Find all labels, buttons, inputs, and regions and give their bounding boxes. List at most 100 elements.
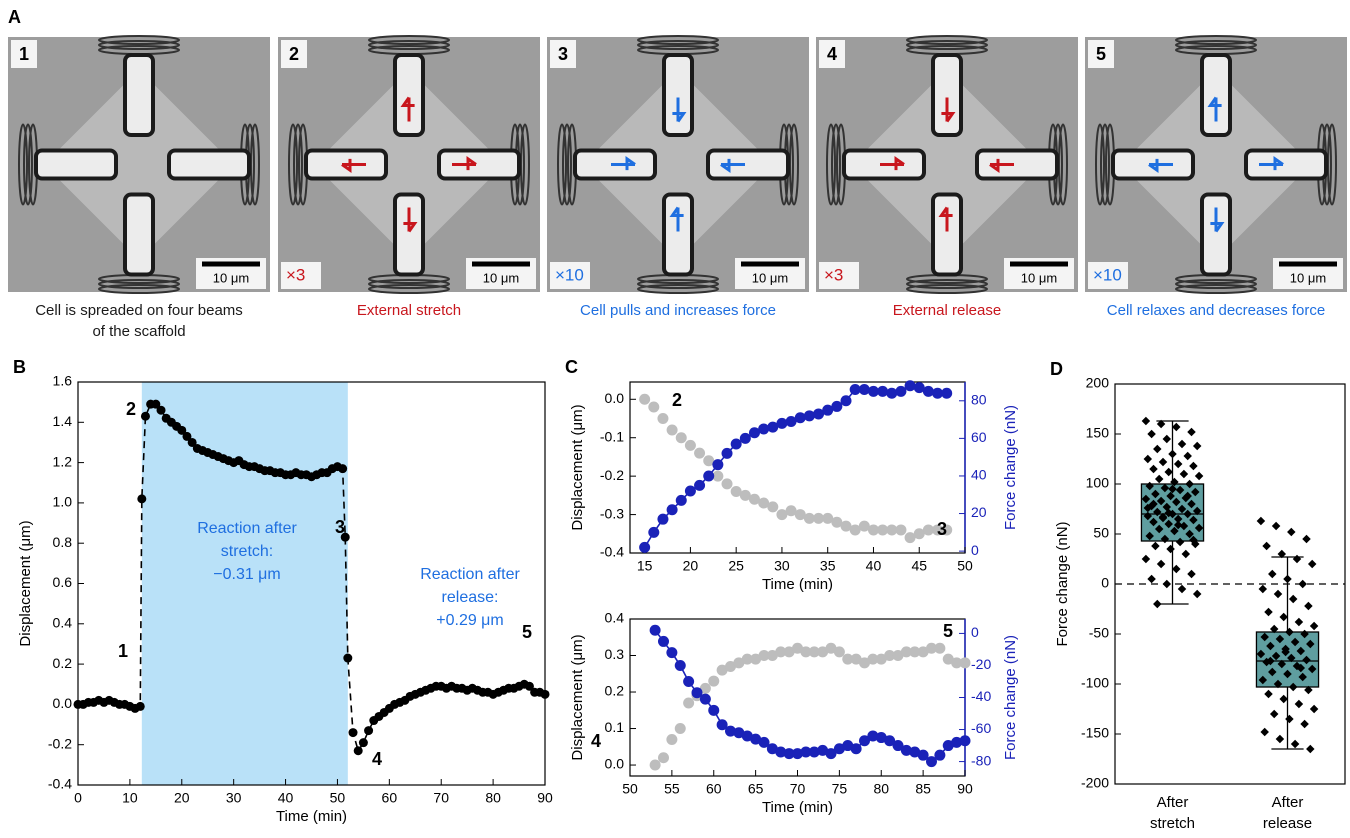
annotation: Reaction after <box>420 566 520 583</box>
beam-end <box>98 279 180 289</box>
data-point <box>1187 499 1196 509</box>
x-tick-label: 60 <box>382 790 398 806</box>
data-point <box>1266 641 1275 651</box>
data-point <box>358 738 368 748</box>
data-point <box>733 727 745 739</box>
beam <box>706 148 790 181</box>
data-point <box>1175 537 1185 547</box>
data-point <box>831 400 843 412</box>
data-point <box>934 642 946 654</box>
beam-end <box>557 123 567 206</box>
y-tick-label: -0.1 <box>600 428 624 444</box>
x-tick-label: 65 <box>748 781 764 797</box>
data-point <box>803 410 815 422</box>
scale-label: 10 μm <box>213 270 249 285</box>
scale-label: 10 μm <box>1021 270 1057 285</box>
y-tick-label: 1.2 <box>53 453 73 469</box>
annotation: +0.29 μm <box>436 612 503 629</box>
y2-tick-label: -40 <box>971 688 991 704</box>
data-point <box>1156 496 1166 506</box>
beam <box>1244 148 1328 181</box>
beam-end <box>637 40 719 50</box>
data-point <box>725 660 736 672</box>
highlight-band <box>141 382 348 785</box>
data-point <box>683 697 695 709</box>
data-point <box>867 730 879 742</box>
data-point <box>1145 481 1154 491</box>
x-tick-label: 85 <box>915 781 931 797</box>
data-point <box>1185 529 1194 539</box>
data-point <box>951 736 963 748</box>
point-label: 3 <box>335 517 345 537</box>
data-point <box>1179 521 1189 531</box>
y-tick-label: -150 <box>1081 725 1109 741</box>
data-point <box>1158 513 1168 523</box>
beam-end <box>368 284 450 294</box>
x-axis-label: Time (min) <box>762 799 833 816</box>
data-point <box>348 728 358 738</box>
beam <box>393 192 425 277</box>
data-point <box>1153 599 1162 609</box>
data-point <box>1192 506 1202 516</box>
data-point <box>1164 519 1173 529</box>
number-box <box>11 40 37 68</box>
data-point <box>833 646 845 658</box>
data-point <box>699 693 711 705</box>
data-point <box>703 470 715 482</box>
data-point <box>767 421 779 433</box>
data-point <box>750 733 762 745</box>
data-point <box>666 504 678 516</box>
data-point <box>867 385 879 397</box>
data-point <box>1147 429 1156 439</box>
data-point <box>895 385 907 397</box>
data-point <box>1277 549 1287 559</box>
data-point <box>1173 514 1183 524</box>
data-point <box>1183 509 1192 519</box>
panel-number: 5 <box>1096 44 1106 64</box>
beam <box>931 192 963 277</box>
data-point <box>694 447 706 459</box>
data-point <box>1296 646 1306 656</box>
data-point <box>1290 637 1300 647</box>
multiplier-box <box>819 262 859 289</box>
data-point <box>1189 535 1198 545</box>
data-point <box>135 701 145 711</box>
data-point <box>886 524 898 536</box>
data-point <box>1194 523 1204 533</box>
y2-tick-label: 40 <box>971 467 987 483</box>
data-point <box>1156 559 1166 569</box>
x-tick-label: 60 <box>706 781 722 797</box>
data-point <box>1154 474 1164 484</box>
arrow-head <box>1210 222 1225 233</box>
y-tick-label: 0.8 <box>53 534 73 550</box>
y2-axis-label: Force change (nN) <box>1002 405 1019 530</box>
data-point <box>917 646 929 658</box>
beam <box>662 192 694 277</box>
data-point <box>1173 459 1183 469</box>
multiplier: ×10 <box>1093 265 1122 284</box>
x-tick-label: 40 <box>866 558 882 574</box>
y-tick-label: 0.2 <box>605 683 625 699</box>
y2-tick-label: 20 <box>971 504 987 520</box>
data-point <box>725 725 736 737</box>
data-point <box>825 748 837 760</box>
panel-letter: A <box>8 7 21 27</box>
data-point <box>648 526 660 538</box>
data-point <box>877 385 889 397</box>
data-point <box>767 501 779 513</box>
data-point <box>1304 685 1313 695</box>
data-point <box>1172 497 1181 507</box>
y-axis-label: Displacement (μm) <box>569 634 586 760</box>
y-tick-label: 0.3 <box>605 646 625 662</box>
data-point <box>716 719 728 731</box>
series-line <box>643 384 947 548</box>
data-point <box>831 516 843 528</box>
data-point <box>1271 651 1281 661</box>
data-point <box>833 743 845 755</box>
arrow-head <box>720 158 731 173</box>
annotation: release: <box>442 589 499 606</box>
x-tick-label: 80 <box>873 781 889 797</box>
beam-end <box>831 123 841 206</box>
multiplier: ×3 <box>824 265 843 284</box>
